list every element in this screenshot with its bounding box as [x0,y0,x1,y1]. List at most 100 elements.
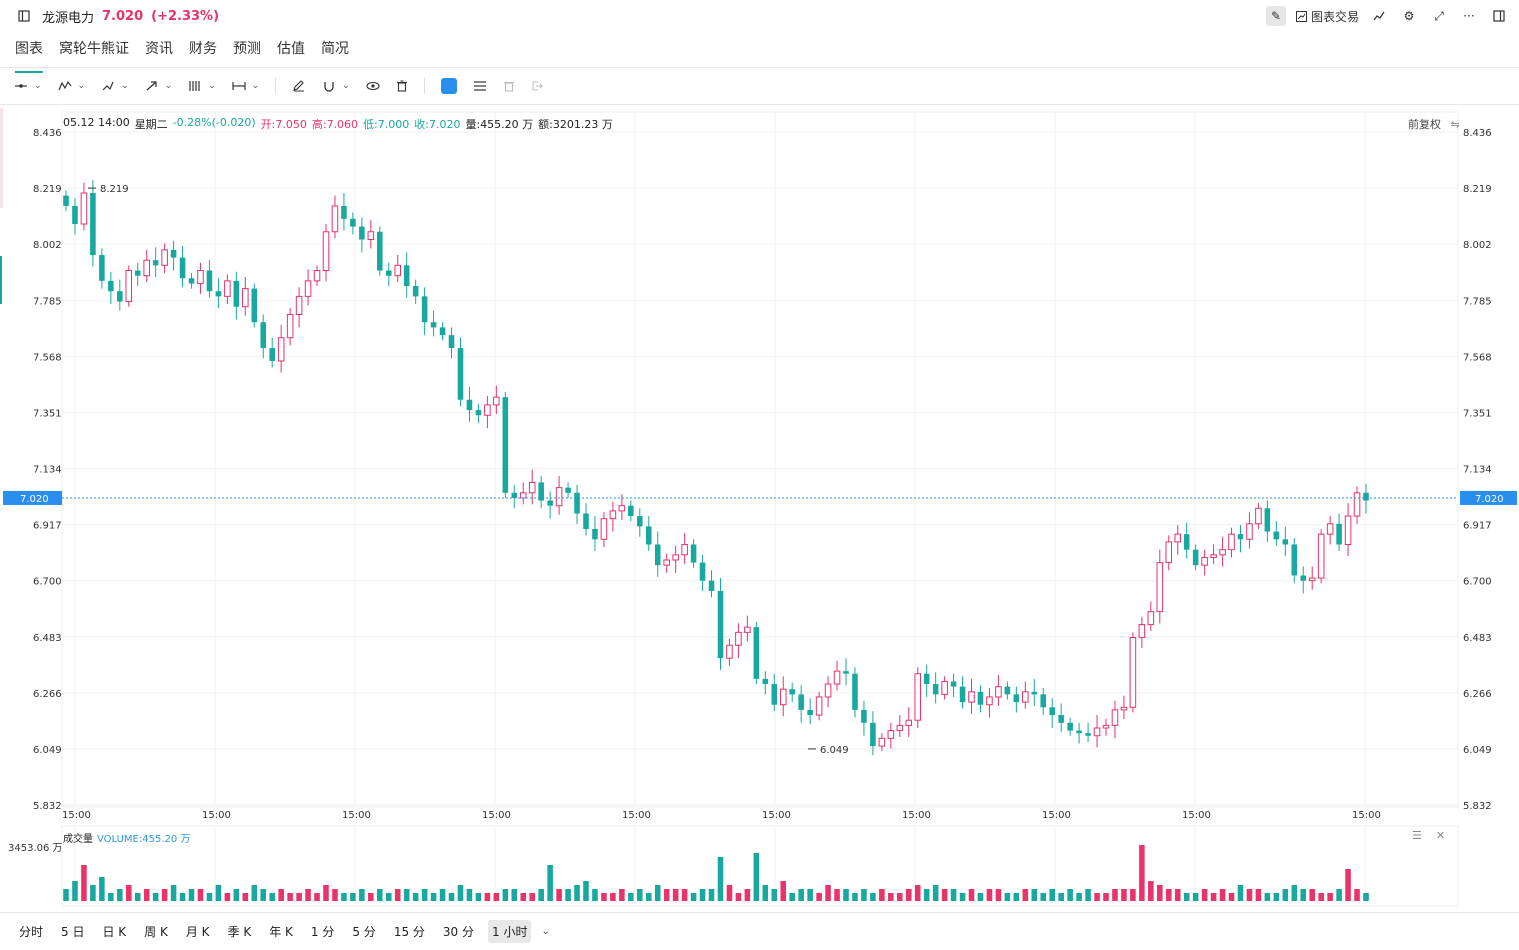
y-tick-left: 6.483 [33,633,62,644]
volume-bar [780,881,787,901]
volume-bar [879,889,885,901]
volume-bar [565,889,571,901]
volume-bar [610,893,616,901]
period-monthly[interactable]: 月 K [185,925,210,939]
tab-valuation[interactable]: 估值 [277,41,305,57]
period-1hour[interactable]: 1 小时 [488,920,532,943]
volume-bar [645,893,652,901]
brush-tool[interactable]: ⌄ [101,80,129,92]
tab-forecast[interactable]: 预测 [233,41,261,57]
candle-body [609,510,617,520]
last-price-label-right: 7.020 [1475,494,1504,505]
settings-gear-icon[interactable]: ⚙ [1403,9,1415,23]
volume-bar [143,889,150,901]
candle-body [1111,709,1119,726]
volume-bar [1237,885,1244,901]
line-style-tool[interactable] [473,80,487,92]
visibility-tool[interactable] [366,81,380,91]
candle-body [1102,724,1110,729]
candle-body [852,673,858,710]
ohlc-info-bar: 05.12 14:00 星期二 -0.28%(-0.020) 开:7.050 高… [63,116,613,132]
adjust-toggle[interactable]: 前复权 ⇋ [1408,116,1460,132]
period-15min[interactable]: 15 分 [393,925,425,939]
volume-bar [959,893,966,901]
period-intraday[interactable]: 分时 [19,925,44,939]
close-icon[interactable]: ✕ [1435,829,1446,842]
volume-bar [592,889,598,901]
lock-tool[interactable] [503,80,515,92]
y-tick-left: 6.049 [33,745,62,756]
candle-body [72,205,78,225]
period-1min[interactable]: 1 分 [310,925,335,939]
candle-body [798,694,804,710]
tab-warrants[interactable]: 窝轮牛熊证 [59,41,129,57]
volume-bar [1174,889,1181,901]
y-tick-left: 7.785 [33,296,62,307]
magnet-tool[interactable]: ⌄ [322,80,350,92]
period-weekly[interactable]: 周 K [144,925,168,939]
chevron-down-icon[interactable]: ⌄ [541,926,550,937]
period-yearly[interactable]: 年 K [269,925,293,939]
tab-finance[interactable]: 财务 [189,41,217,57]
fib-tool-icon [189,81,200,91]
volume-settings-icon[interactable]: ☰ [1412,829,1422,842]
volume-bar [1201,889,1208,901]
tab-chart[interactable]: 图表 [15,36,43,73]
y-tick-left: 6.266 [33,689,62,700]
candle-body [1174,533,1182,543]
sidebar-toggle-icon[interactable] [14,6,34,26]
volume-bar [421,889,428,901]
volume-bar [72,881,78,901]
y-tick-left: 7.134 [33,465,62,476]
color-swatch[interactable] [440,78,457,94]
volume-bar [350,893,356,901]
measure-tool[interactable]: ⌄ [232,80,259,92]
volume-bar [672,889,679,901]
line-tool[interactable]: ⌄ [14,81,42,91]
volume-bar [977,893,984,901]
chevron-down-icon: ⌄ [121,81,129,91]
fib-tool[interactable]: ⌄ [188,80,216,92]
tab-profile[interactable]: 简况 [321,41,349,57]
volume-bar [905,889,912,901]
volume-bar [789,893,795,901]
delete-tool[interactable] [396,80,408,92]
edit-icon[interactable]: ✎ [1265,6,1286,26]
more-icon[interactable]: ··· [1463,9,1475,23]
candle-body [815,696,823,716]
candle-body [565,487,571,493]
candle-body [286,313,294,339]
magnet-icon [324,82,334,92]
volume-bar [224,893,231,901]
period-5min[interactable]: 5 分 [352,925,376,939]
volume-bar [699,889,706,901]
volume-bar [206,893,213,901]
indicator-icon[interactable] [1369,6,1389,26]
volume-bar [753,853,760,901]
volume-bar [1040,893,1047,901]
volume-bar [968,889,975,901]
exit-tool[interactable] [531,80,543,92]
volume-bar [81,865,87,901]
chart-trade-button[interactable]: 图表交易 [1295,8,1359,25]
volume-bar [1345,869,1351,901]
candle-body [322,231,330,272]
tab-news[interactable]: 资讯 [145,41,173,57]
volume-bar [448,893,455,901]
fullscreen-icon[interactable]: ⤢ [1434,8,1444,23]
arrow-tool[interactable]: ⌄ [145,80,172,92]
candle-body [1138,624,1146,639]
pattern-tool[interactable]: ⌄ [57,80,85,92]
volume-bar [296,893,302,901]
panel-toggle-icon[interactable] [1489,6,1509,26]
period-daily[interactable]: 日 K [102,925,127,939]
period-30min[interactable]: 30 分 [442,925,474,939]
period-quarterly[interactable]: 季 K [227,925,252,939]
pen-tool[interactable] [292,80,306,92]
period-5day[interactable]: 5 日 [61,925,85,939]
candle-body [197,270,204,284]
y-tick-right: 8.219 [1463,184,1492,195]
candle-body [385,270,392,276]
candle-body [341,205,347,219]
